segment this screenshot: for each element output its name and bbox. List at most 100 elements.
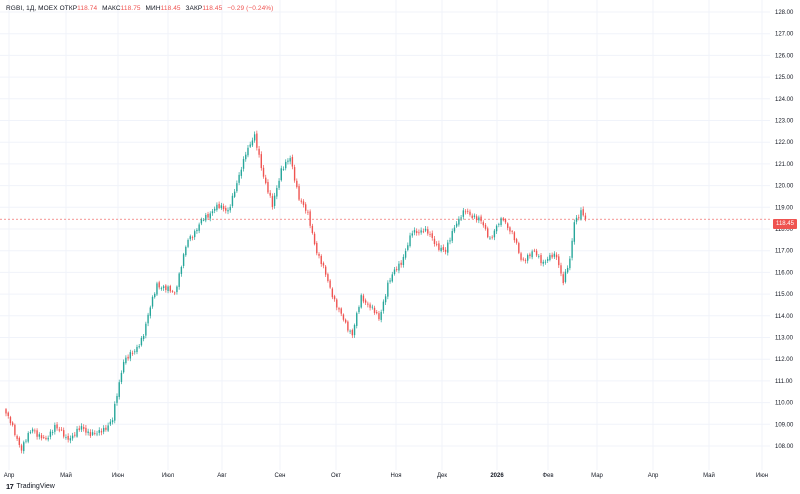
candle-body: [31, 429, 34, 432]
candle-body: [442, 247, 445, 250]
x-tick-label: Окт: [331, 473, 341, 479]
candle-body: [298, 186, 300, 200]
candle-body: [29, 432, 32, 433]
candle-body: [578, 217, 580, 219]
candle-body: [236, 183, 238, 192]
candle-body: [584, 215, 587, 220]
candle-body: [462, 210, 465, 217]
candle-body: [469, 211, 471, 215]
candle-body: [291, 157, 294, 167]
candle-body: [7, 412, 9, 417]
candle-body: [74, 434, 76, 436]
candle-body: [440, 247, 442, 251]
candle-body: [582, 209, 584, 216]
candle-body: [238, 174, 240, 183]
candle-body: [194, 231, 196, 238]
candle-body: [118, 382, 120, 397]
candle-body: [200, 219, 203, 224]
candle-body: [349, 330, 351, 332]
candle-body: [538, 256, 540, 257]
candle-body: [316, 243, 318, 254]
candle-body: [305, 204, 307, 211]
candle-body: [433, 238, 436, 245]
candle-body: [65, 437, 67, 438]
candle-body: [198, 224, 200, 231]
candle-body: [222, 206, 225, 210]
candle-body: [333, 296, 336, 300]
candle-body: [171, 290, 174, 292]
candle-body: [20, 445, 23, 451]
candle-body: [205, 214, 207, 221]
x-tick-label: Сен: [275, 473, 286, 479]
candle-body: [318, 253, 320, 256]
candle-body: [533, 250, 536, 252]
price-axis: 108.00 109.00 110.00 111.00 112.00 113.00 114.…: [775, 10, 794, 450]
candle-body: [560, 265, 562, 274]
candle-body: [129, 352, 132, 359]
candle-body: [49, 431, 52, 437]
candle-body: [211, 211, 214, 214]
candle-body: [293, 167, 296, 181]
tradingview-brand[interactable]: 17 TradingView: [6, 482, 55, 491]
candle-body: [265, 177, 267, 184]
candle-body: [100, 431, 103, 433]
x-tick-label: Апр: [4, 473, 15, 479]
y-tick-label: 111.00: [775, 379, 793, 385]
candle-body: [562, 274, 564, 284]
candle-body: [149, 307, 151, 316]
candle-body: [573, 222, 576, 242]
candle-body: [475, 216, 478, 221]
y-tick-label: 117.00: [775, 249, 794, 255]
candle-body: [307, 211, 309, 213]
candle-body: [38, 434, 40, 437]
candle-body: [544, 261, 547, 263]
y-tick-label: 126.00: [775, 53, 794, 59]
candle-body: [67, 435, 69, 440]
candle-body: [91, 432, 94, 435]
candle-body: [54, 424, 56, 432]
y-tick-label: 119.00: [775, 205, 794, 211]
candle-body: [27, 433, 29, 442]
candle-body: [227, 210, 229, 212]
candle-body: [451, 231, 453, 241]
candle-body: [247, 147, 249, 156]
candle-body: [98, 430, 100, 433]
high-label: МАКС: [102, 5, 121, 12]
candle-body: [174, 292, 176, 294]
low-label: МИН: [145, 5, 161, 12]
candle-body: [196, 229, 198, 232]
candle-body: [178, 273, 180, 287]
x-tick-label: Май: [703, 472, 715, 479]
candle-body: [63, 430, 65, 437]
candle-body: [542, 261, 544, 264]
y-tick-label: 116.00: [775, 270, 794, 276]
candle-body: [125, 357, 127, 364]
last-price-tag: 118.45: [773, 219, 797, 229]
candle-body: [249, 144, 251, 147]
candle-body: [515, 239, 518, 243]
open-value: 118.74: [77, 5, 98, 12]
candle-body: [45, 437, 47, 440]
candle-body: [364, 300, 367, 303]
candle-body: [56, 424, 58, 429]
candle-body: [384, 296, 387, 303]
candle-body: [460, 217, 462, 219]
candle-body: [154, 293, 156, 298]
candle-body: [382, 301, 385, 311]
candle-body: [411, 233, 413, 236]
candle-body: [329, 280, 331, 288]
x-tick-label: Июн: [112, 473, 124, 479]
candle-body: [260, 154, 262, 169]
candle-body: [105, 427, 107, 430]
candle-body: [427, 229, 429, 234]
candle-body: [358, 307, 360, 313]
time-axis: Апр Май Июн Июл Авг Сен Окт Ноя Дек 2026 Фев Мар Апр…: [4, 472, 768, 479]
candle-body: [327, 274, 329, 281]
candle-body: [571, 240, 573, 258]
candle-body: [431, 233, 433, 238]
candle-body: [207, 213, 209, 218]
y-tick-label: 121.00: [775, 162, 794, 168]
candle-body: [36, 430, 38, 437]
candle-body: [47, 437, 49, 440]
